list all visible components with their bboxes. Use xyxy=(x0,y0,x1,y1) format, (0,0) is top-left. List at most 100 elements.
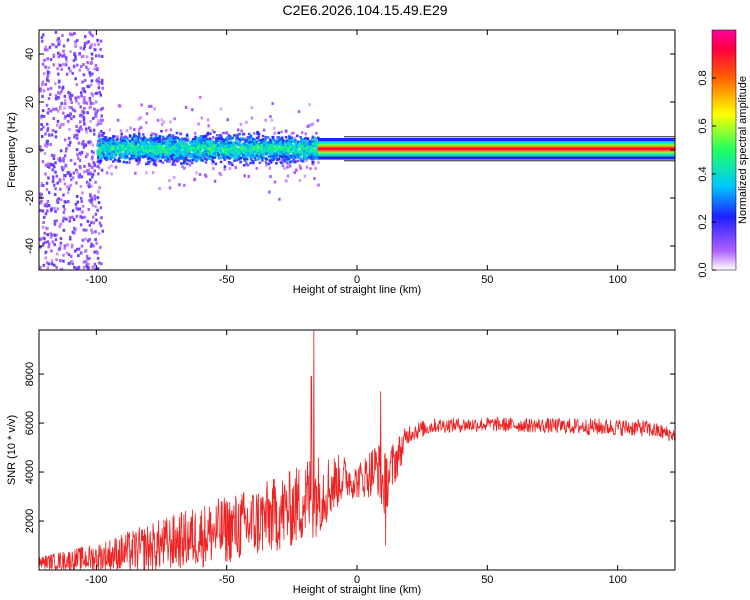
spectrogram-noise-cell xyxy=(99,47,102,51)
spectrogram-noise-cell xyxy=(63,182,67,186)
spectrogram-noise-cell xyxy=(49,109,53,113)
spectrogram-noise-cell xyxy=(53,82,57,86)
spectrogram-band-cell xyxy=(131,141,134,144)
spectrogram-faint-cell xyxy=(181,165,184,169)
figure-title: C2E6.2026.104.15.49.E29 xyxy=(282,2,447,18)
spectrogram-noise-cell xyxy=(85,101,89,105)
spectrogram-noise-cell xyxy=(85,265,88,269)
spectrogram-noise-cell xyxy=(88,164,91,168)
spectrogram-band-cell xyxy=(246,154,250,158)
spectrogram-band-cell xyxy=(117,157,121,160)
spectrogram-band-cell xyxy=(161,156,164,159)
spectrogram-band-cell xyxy=(259,145,262,149)
spectrogram-noise-cell xyxy=(87,239,90,243)
spectrogram-band-cell xyxy=(126,137,129,141)
spectrogram-band-cell xyxy=(107,147,111,150)
spectrogram-noise-cell xyxy=(96,67,99,71)
spectrogram-noise-cell xyxy=(56,200,60,204)
spectrogram-band-cell xyxy=(255,144,259,147)
spectrogram-noise-cell xyxy=(100,55,104,59)
spectrogram-noise-cell xyxy=(83,90,87,94)
spectrogram-noise-cell xyxy=(82,145,86,149)
spectrogram-band-cell xyxy=(212,154,216,157)
spectrogram-band-cell xyxy=(146,157,150,160)
spectrogram-noise-cell xyxy=(86,183,90,187)
spectrogram-noise-cell xyxy=(90,150,94,154)
spectrogram-noise-cell xyxy=(46,266,50,270)
spectrogram-band-cell xyxy=(224,138,228,141)
spectrogram-band-cell xyxy=(239,156,243,160)
spectrogram-band-cell xyxy=(219,140,223,143)
spectrogram-band-cell xyxy=(122,154,126,158)
spectrogram-noise-cell xyxy=(96,251,99,255)
spectrogram-band-cell xyxy=(216,144,219,147)
spectrogram-noise-cell xyxy=(87,140,90,144)
spectrogram-noise-cell xyxy=(78,151,81,155)
spectrogram-faint-cell xyxy=(280,159,283,163)
spectrogram-faint-cell xyxy=(145,171,148,175)
snr-x-ticks: -100 -50 0 50 100 xyxy=(85,330,627,586)
spectrogram-noise-cell xyxy=(47,191,51,195)
spectrogram-noise-cell xyxy=(79,251,83,255)
spectrogram-band-cell xyxy=(284,150,288,153)
spectrogram-band-cell xyxy=(166,136,169,140)
spectrogram-band-cell xyxy=(307,155,311,159)
spectrogram-band-cell xyxy=(225,148,229,151)
spectrogram-noise-cell xyxy=(46,142,49,146)
spectrogram-band-cell xyxy=(280,161,283,165)
spectrogram-faint-cell xyxy=(298,179,301,183)
spectrogram-noise-cell xyxy=(62,49,65,53)
spectrogram-noise-cell xyxy=(90,228,93,232)
spectrogram-faint-cell xyxy=(125,129,129,133)
spectrogram-band-cell xyxy=(156,153,160,156)
spectrogram-noise-cell xyxy=(85,228,88,232)
snr-x-tick-label: 100 xyxy=(608,574,626,586)
spectrogram-faint-cell xyxy=(309,167,312,171)
spectrogram-band-cell xyxy=(243,142,246,146)
spectrogram-band-cell xyxy=(176,136,180,140)
spectrogram-band-cell xyxy=(243,157,246,161)
spectrogram-band-cell xyxy=(305,142,308,146)
spectrogram-faint-cell xyxy=(295,168,298,172)
spectrogram-faint-cell xyxy=(293,170,296,174)
spectrogram-noise-cell xyxy=(40,114,43,118)
spectrogram-band-cell xyxy=(266,143,269,147)
spectrogram-band-cell xyxy=(192,146,195,149)
spectrogram-noise-cell xyxy=(52,183,56,187)
spectrogram-band-cell xyxy=(121,156,124,159)
spectrogram-noise-cell xyxy=(93,107,96,111)
spectrogram-faint-cell xyxy=(169,120,172,124)
spectrogram-band-cell xyxy=(251,155,254,158)
spectrogram-noise-cell xyxy=(68,96,72,100)
spectrogram-noise-cell xyxy=(88,96,92,100)
spectrogram-noise-cell xyxy=(57,197,60,201)
spectrogram-band-cell xyxy=(217,154,220,157)
spectrogram-band-cell xyxy=(177,153,181,156)
spectrogram-band-cell xyxy=(98,136,101,140)
spectrogram-band-cell xyxy=(173,144,177,148)
spectrogram-band-cell xyxy=(194,150,197,154)
spectrogram-faint-cell xyxy=(288,164,292,168)
spectrogram-band-cell xyxy=(272,138,275,141)
spectrogram-faint-cell xyxy=(240,129,243,133)
spectrogram-band-cell xyxy=(104,153,107,157)
spectrogram-band-cell xyxy=(121,146,125,150)
spectrogram-band-cell xyxy=(282,153,285,156)
spectrogram-band-cell xyxy=(244,144,247,147)
spectrogram-band-cell xyxy=(299,136,302,139)
spectrogram-band-cell xyxy=(107,152,111,156)
spectrogram-noise-cell xyxy=(82,111,86,115)
spectrogram-band-cell xyxy=(102,156,105,159)
spectrogram-noise-cell xyxy=(53,206,56,210)
spectrogram-band-cell xyxy=(197,152,201,155)
spectrogram-noise-cell xyxy=(74,96,77,100)
spectrogram-noise-cell xyxy=(88,184,91,188)
spectrogram-band-cell xyxy=(153,160,157,164)
spectrogram-faint-cell xyxy=(168,186,172,190)
spectrogram-band-cell xyxy=(178,143,182,146)
spectrogram-band-cell xyxy=(290,144,294,148)
spectrogram-noise-cell xyxy=(97,122,100,126)
spectrogram-noise-cell xyxy=(80,55,84,59)
spectrogram-band-cell xyxy=(249,148,252,152)
spectrogram-faint-cell xyxy=(268,166,272,170)
